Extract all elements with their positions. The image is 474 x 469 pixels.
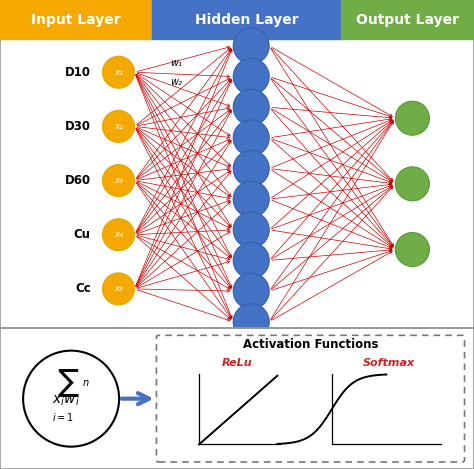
Ellipse shape: [233, 304, 269, 340]
Text: $i=1$: $i=1$: [52, 411, 73, 423]
Text: ReLu: ReLu: [222, 358, 252, 369]
Text: D10: D10: [64, 66, 91, 79]
Ellipse shape: [102, 110, 135, 143]
Ellipse shape: [102, 219, 135, 251]
Ellipse shape: [102, 165, 135, 197]
Text: D60: D60: [64, 174, 91, 187]
Ellipse shape: [233, 89, 269, 125]
Text: Output Layer: Output Layer: [356, 13, 459, 27]
Text: Softmax: Softmax: [363, 358, 415, 369]
Text: $\sum$: $\sum$: [57, 367, 80, 399]
Text: Hidden Layer: Hidden Layer: [195, 13, 298, 27]
Ellipse shape: [233, 151, 269, 187]
Text: x₁: x₁: [114, 68, 123, 77]
Text: Activation Functions: Activation Functions: [243, 338, 378, 351]
Text: Input Layer: Input Layer: [31, 13, 121, 27]
Ellipse shape: [102, 273, 135, 305]
Text: x₃: x₃: [114, 176, 123, 185]
Bar: [0, 0, 152, 39]
Text: w₂: w₂: [171, 77, 182, 87]
Ellipse shape: [395, 167, 429, 201]
Ellipse shape: [395, 101, 429, 135]
Bar: [152, 0, 341, 39]
Text: w₁: w₁: [171, 58, 182, 68]
Ellipse shape: [233, 28, 269, 64]
Ellipse shape: [233, 181, 269, 217]
Text: x₅: x₅: [114, 284, 123, 294]
Text: Cu: Cu: [73, 228, 91, 241]
Text: $x_i w_i$: $x_i w_i$: [52, 393, 79, 408]
FancyBboxPatch shape: [156, 335, 465, 462]
Text: x₂: x₂: [114, 122, 123, 131]
Ellipse shape: [233, 242, 269, 279]
Ellipse shape: [233, 120, 269, 156]
Ellipse shape: [233, 59, 269, 95]
Text: x₄: x₄: [114, 230, 123, 239]
Ellipse shape: [233, 273, 269, 309]
Ellipse shape: [233, 212, 269, 248]
Text: D30: D30: [64, 120, 91, 133]
Ellipse shape: [102, 56, 135, 88]
Text: $n$: $n$: [82, 378, 89, 388]
Bar: [341, 0, 474, 39]
Text: Cc: Cc: [75, 282, 91, 295]
Ellipse shape: [395, 233, 429, 266]
